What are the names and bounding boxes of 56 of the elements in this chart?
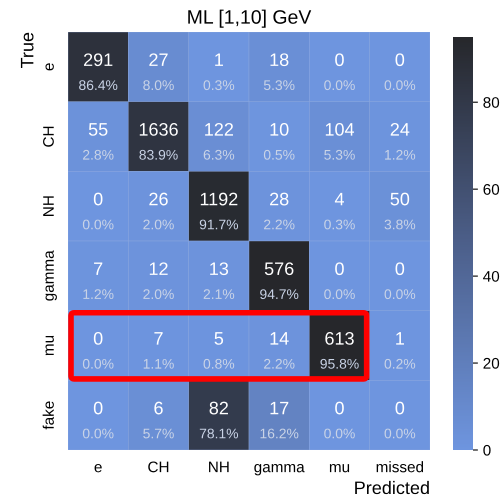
y-tick-label: mu bbox=[45, 336, 54, 356]
data-label: 0 0.0% bbox=[324, 402, 355, 438]
data-label: 0 0.0% bbox=[384, 53, 416, 90]
x-tick-label: mu bbox=[330, 464, 350, 472]
x-tick-label: e bbox=[94, 464, 102, 472]
data-label: 1636 83.9% bbox=[139, 122, 178, 160]
data-label: 0 0.0% bbox=[324, 262, 355, 300]
data-label: 24 1.2% bbox=[385, 122, 416, 160]
data-label: 6 5.7% bbox=[143, 402, 174, 438]
y-tick-label: gamma bbox=[45, 250, 57, 301]
y-tick-label: fake bbox=[42, 401, 54, 430]
y-tick-label: e bbox=[45, 63, 54, 70]
data-label: 0 0.0% bbox=[384, 402, 416, 438]
color-bar-label: 20 bbox=[483, 358, 500, 369]
data-label: 10 0.5% bbox=[264, 122, 294, 160]
data-label: 0 0.0% bbox=[324, 53, 355, 90]
data-label: 1192 91.7% bbox=[200, 192, 238, 230]
x-tick-label: gamma bbox=[254, 464, 305, 476]
chart-title: ML [1,10] GeV bbox=[188, 10, 312, 28]
color-bar-label: 40 bbox=[483, 270, 500, 282]
data-label: 0 0.0% bbox=[82, 192, 114, 230]
data-label: 0 0.0% bbox=[82, 332, 114, 369]
data-label: 14 2.2% bbox=[264, 332, 294, 369]
data-label: 104 5.3% bbox=[324, 122, 355, 160]
data-label: 5 0.8% bbox=[204, 332, 234, 369]
data-label: 13 2.1% bbox=[204, 262, 234, 300]
x-tick-label: NH bbox=[209, 462, 229, 472]
y-tick-label: NH bbox=[43, 196, 54, 216]
data-label: 1 0.3% bbox=[204, 54, 234, 90]
data-label: 291 86.4% bbox=[79, 53, 118, 90]
data-label: 18 5.3% bbox=[264, 53, 294, 90]
data-label: 613 95.8% bbox=[320, 332, 359, 369]
data-label: 122 6.3% bbox=[204, 122, 234, 160]
data-label: 50 3.8% bbox=[384, 192, 416, 230]
data-label: 12 2.0% bbox=[143, 262, 174, 300]
data-label: 26 2.0% bbox=[143, 192, 174, 230]
y-axis-title: True bbox=[20, 32, 34, 68]
x-axis-title: Predicted bbox=[355, 480, 429, 494]
data-label: 576 94.7% bbox=[260, 262, 298, 300]
color-bar-label: 60 bbox=[484, 184, 500, 195]
color-bar-label: 80 bbox=[483, 97, 500, 108]
data-label: 82 78.1% bbox=[200, 402, 238, 438]
y-tick-label: CH bbox=[43, 126, 54, 147]
data-label: 0 0.0% bbox=[82, 402, 114, 438]
data-label: 7 1.2% bbox=[83, 262, 114, 300]
data-label: 28 2.2% bbox=[264, 192, 294, 230]
data-label: 27 8.0% bbox=[143, 53, 174, 90]
data-label: 0 0.0% bbox=[384, 262, 416, 300]
data-label: 17 16.2% bbox=[260, 402, 298, 438]
data-label: 4 0.3% bbox=[324, 192, 355, 230]
color-bar-label: 0 bbox=[483, 444, 491, 456]
data-label: 7 1.1% bbox=[144, 332, 174, 369]
data-label: 55 2.8% bbox=[83, 123, 114, 160]
x-tick-label: missed bbox=[376, 461, 424, 472]
data-label: 1 0.2% bbox=[384, 332, 416, 369]
x-tick-label: CH bbox=[148, 462, 168, 472]
